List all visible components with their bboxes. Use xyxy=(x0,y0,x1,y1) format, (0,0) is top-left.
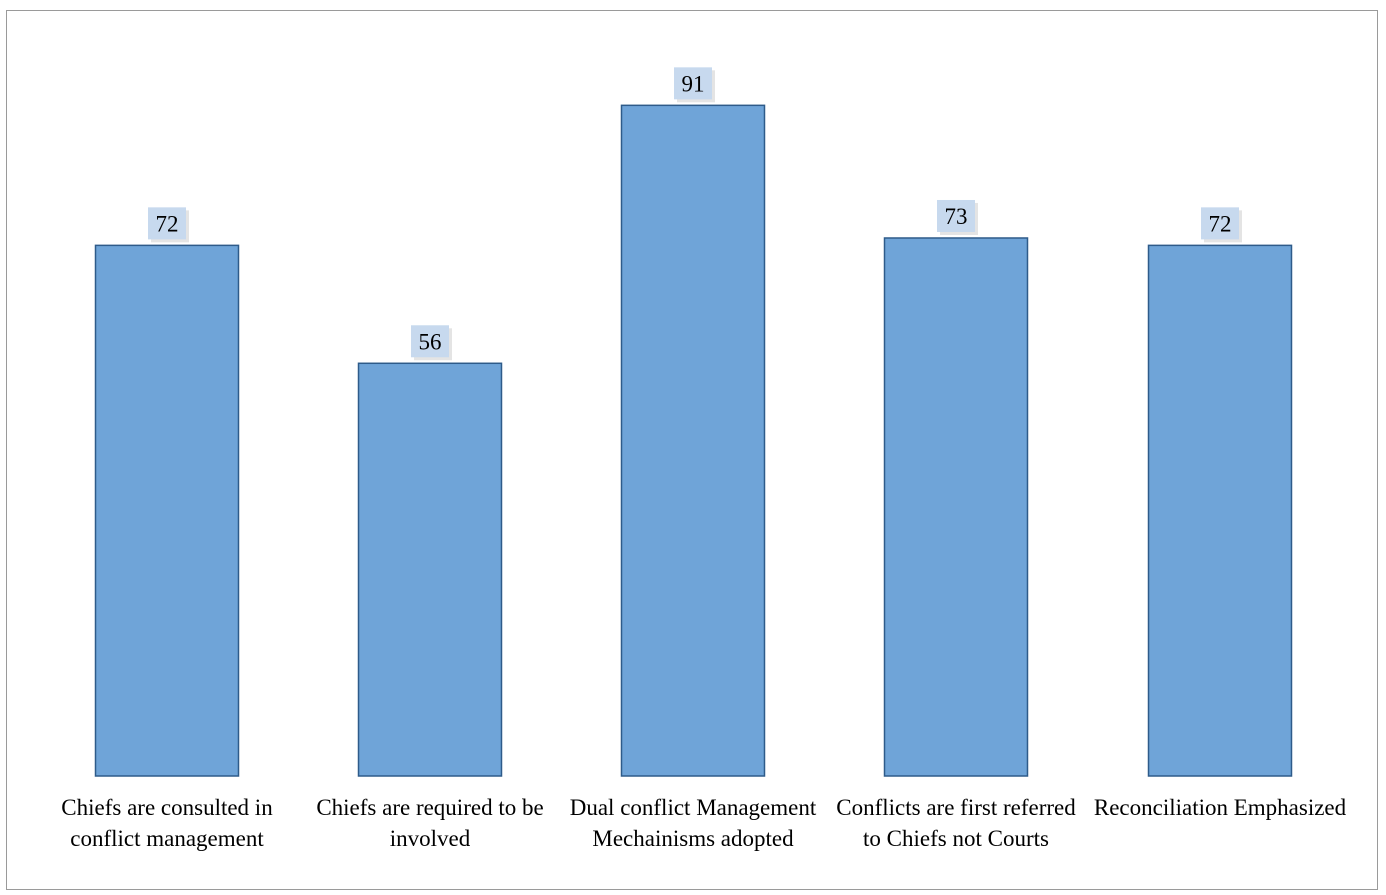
value-label-box xyxy=(937,199,975,232)
value-label: 72 xyxy=(1209,211,1232,236)
category-label: Chiefs are consulted in conflict managem… xyxy=(61,795,273,851)
bar xyxy=(620,104,766,777)
value-label: 56 xyxy=(419,329,442,354)
value-label: 72 xyxy=(156,211,179,236)
bars-group xyxy=(94,104,1293,777)
bar xyxy=(1147,244,1293,777)
bar xyxy=(357,362,503,777)
category-label: Reconciliation Emphasized xyxy=(1093,795,1347,820)
value-label-box xyxy=(1201,207,1239,240)
value-label: 91 xyxy=(682,71,705,96)
value-label-box xyxy=(148,207,186,240)
category-label: Dual conflict Management Mechainisms ado… xyxy=(569,795,817,851)
value-label: 73 xyxy=(945,204,968,229)
bar xyxy=(94,244,240,777)
category-label: Conflicts are first referred to Chiefs n… xyxy=(836,795,1076,851)
value-labels-group: 72 56 91 73 72 xyxy=(148,67,1242,361)
bar xyxy=(883,237,1029,777)
value-label-box xyxy=(674,67,712,100)
category-label: Chiefs are required to be involved xyxy=(316,795,544,851)
value-label-box xyxy=(411,325,449,358)
